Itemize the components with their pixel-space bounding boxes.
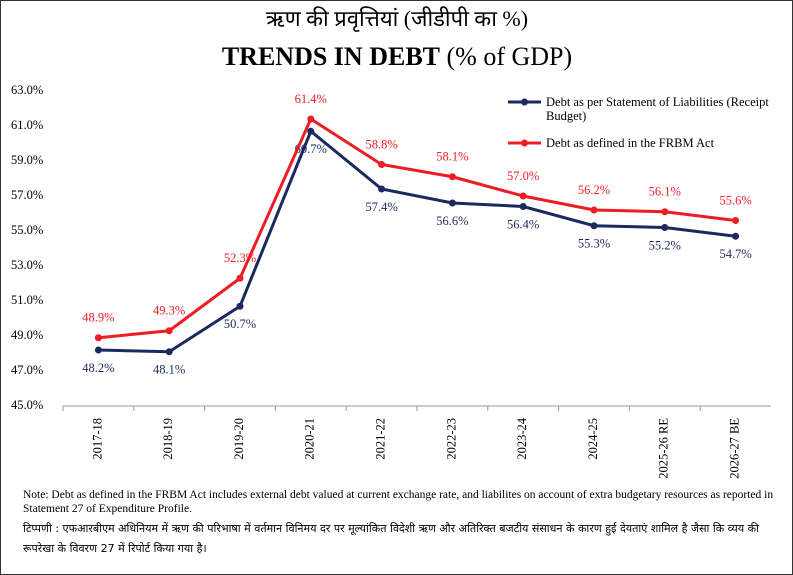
data-label: 56.6% <box>436 214 468 228</box>
legend-item: Debt as per Statement of Liabilities (Re… <box>546 95 769 123</box>
point <box>236 274 244 282</box>
point <box>307 115 315 123</box>
y-tick-label: 59.0% <box>11 153 43 167</box>
x-tick-label: 2017-18 <box>90 418 104 460</box>
data-label: 48.2% <box>82 361 114 375</box>
point <box>378 185 386 193</box>
data-label: 57.0% <box>507 169 539 183</box>
point <box>448 173 456 181</box>
data-label: 56.4% <box>507 217 539 231</box>
legend-marker <box>521 98 528 106</box>
x-tick-label: 2025-26 RE <box>657 418 671 479</box>
chart-title-line: TRENDS IN DEBT (% of GDP) <box>222 42 572 71</box>
point <box>94 346 102 354</box>
x-tick-label: 2021-22 <box>373 418 387 460</box>
x-tick-label: 2019-20 <box>232 418 246 460</box>
y-tick-label: 61.0% <box>11 118 43 132</box>
point <box>519 192 527 200</box>
data-label: 55.3% <box>578 237 610 251</box>
chart-title-suffix: (% of GDP) <box>447 42 573 71</box>
x-tick-label: 2020-21 <box>303 418 317 460</box>
data-label: 48.9% <box>82 311 114 325</box>
chart-title-hindi: ऋण की प्रवृत्तियां (जीडीपी का %) <box>266 6 528 32</box>
y-tick-label: 47.0% <box>11 363 43 377</box>
legend-marker <box>521 139 528 147</box>
x-tick-label: 2022-23 <box>444 418 458 460</box>
data-label: 49.3% <box>153 304 185 318</box>
point <box>165 327 173 335</box>
y-tick-label: 45.0% <box>11 398 43 412</box>
point <box>165 348 173 356</box>
y-tick-label: 63.0% <box>11 83 43 97</box>
point <box>661 208 669 216</box>
series-line <box>98 116 736 340</box>
point <box>590 222 598 230</box>
point <box>307 127 315 135</box>
data-label: 58.8% <box>365 137 397 151</box>
data-label: 54.7% <box>719 247 751 261</box>
data-label: 48.1% <box>153 363 185 377</box>
y-tick-label: 53.0% <box>11 258 43 272</box>
point <box>732 217 740 224</box>
data-label: 56.1% <box>649 185 681 199</box>
y-tick-label: 49.0% <box>11 328 43 342</box>
data-label: 55.6% <box>719 193 751 207</box>
y-tick-label: 51.0% <box>11 293 43 307</box>
x-tick-label: 2026-27 BE <box>727 418 741 479</box>
point <box>378 161 386 168</box>
point <box>448 199 456 207</box>
note: Note: Debt as defined in the FRBM Act in… <box>23 489 774 515</box>
point <box>94 334 102 342</box>
note-hindi: टिप्पणी : एफआरबीएम अधिनियम में ऋण की परि… <box>23 522 759 555</box>
data-label: 57.4% <box>365 200 397 214</box>
y-tick-label: 55.0% <box>11 223 43 237</box>
data-label: 61.4% <box>295 92 327 106</box>
x-tick-label: 2024-25 <box>586 418 600 460</box>
data-label: 58.1% <box>436 150 468 164</box>
point <box>661 224 669 231</box>
data-label: 50.7% <box>224 317 256 331</box>
data-label: 52.3% <box>224 251 256 265</box>
point <box>519 203 527 210</box>
legend-item: Debt as defined in the FRBM Act <box>546 136 715 150</box>
point <box>732 232 740 240</box>
x-tick-label: 2023-24 <box>515 417 529 459</box>
point <box>590 206 598 214</box>
chart-title: TRENDS IN DEBT <box>222 42 440 71</box>
data-label: 55.2% <box>649 238 681 252</box>
y-tick-label: 57.0% <box>11 188 43 202</box>
series-line <box>98 128 736 354</box>
data-label: 60.7% <box>295 142 327 156</box>
point <box>236 302 244 310</box>
x-tick-label: 2018-19 <box>161 418 175 460</box>
data-label: 56.2% <box>578 183 610 197</box>
